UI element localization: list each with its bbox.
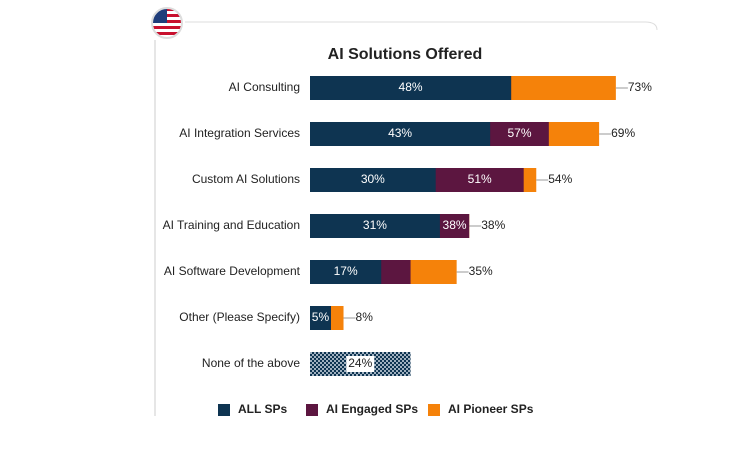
value-label: 8% [356,310,374,324]
value-label: 69% [611,126,635,140]
bar [310,122,491,146]
value-label: 5% [312,310,330,324]
value-label: 38% [443,218,467,232]
category-label: Custom AI Solutions [192,172,300,186]
bar [310,76,512,100]
value-label: 17% [334,264,358,278]
legend-swatch [306,404,318,416]
label-box [346,356,375,372]
value-label: 35% [469,264,493,278]
value-label: 48% [399,80,423,94]
legend-label: AI Pioneer SPs [448,402,534,416]
legend-swatch [428,404,440,416]
legend-label: AI Engaged SPs [326,402,418,416]
value-label: 73% [628,80,652,94]
legend-label: ALL SPs [238,402,287,416]
category-label: AI Integration Services [179,126,300,140]
value-label: 31% [363,218,387,232]
frame-top [185,21,658,31]
category-label: AI Consulting [229,80,300,94]
category-label: Other (Please Specify) [179,310,300,324]
legend-swatch [218,404,230,416]
flag-ring [151,7,183,39]
value-label: 54% [548,172,572,186]
chart-title: AI Solutions Offered [328,46,483,63]
bar [310,260,382,284]
category-label: None of the above [202,356,300,370]
bar [310,306,331,330]
value-label: 24% [348,356,372,370]
bar [310,214,440,238]
value-label: 51% [468,172,492,186]
value-label: 57% [507,126,531,140]
bar [310,168,436,192]
value-label: 30% [361,172,385,186]
flag [152,8,182,38]
value-label: 38% [481,218,505,232]
category-label: AI Software Development [164,264,301,278]
value-label: 43% [388,126,412,140]
category-label: AI Training and Education [163,218,300,232]
